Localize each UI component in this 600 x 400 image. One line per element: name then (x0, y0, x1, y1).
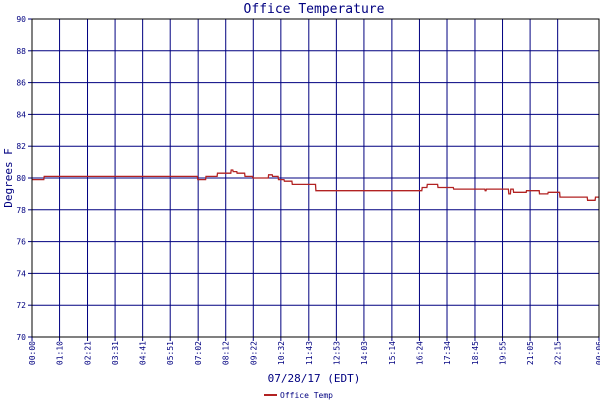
y-tick-label: 70 (16, 333, 26, 342)
x-tick-label: 21:05 (526, 341, 535, 365)
series-line (32, 169, 599, 201)
x-tick-label: 00:06 (595, 341, 600, 365)
y-tick-label: 80 (16, 174, 26, 183)
y-axis-ticks: 70 72 74 76 78 80 82 84 86 88 90 (16, 15, 32, 342)
x-tick-label: 22:15 (554, 341, 563, 365)
x-tick-label: 14:03 (360, 341, 369, 365)
plot-grid (31, 18, 600, 338)
x-tick-label: 18:45 (471, 341, 480, 365)
x-tick-label: 00:00 (28, 341, 37, 365)
y-tick-label: 74 (16, 269, 26, 278)
y-tick-label: 82 (16, 142, 26, 151)
x-tick-label: 09:22 (249, 341, 258, 365)
y-tick-label: 78 (16, 206, 26, 215)
y-tick-label: 72 (16, 301, 26, 310)
x-tick-label: 15:14 (388, 341, 397, 365)
x-axis-ticks: 00:00 01:10 02:21 03:31 04:41 05:51 07:02 08:12… (28, 337, 600, 365)
x-tick-label: 01:10 (56, 341, 65, 365)
y-axis-label: Degrees F (2, 148, 15, 208)
x-tick-label: 03:31 (111, 341, 120, 365)
y-tick-label: 88 (16, 47, 26, 56)
x-tick-label: 04:41 (139, 341, 148, 365)
x-tick-label: 11:43 (305, 341, 314, 365)
chart-title: Office Temperature (244, 2, 385, 17)
x-tick-label: 19:55 (499, 341, 508, 365)
x-tick-label: 08:12 (222, 341, 231, 365)
x-tick-label: 10:32 (277, 341, 286, 365)
legend-label: Office Temp (280, 391, 333, 400)
x-tick-label: 02:21 (84, 341, 93, 365)
x-axis-label: 07/28/17 (EDT) (268, 372, 361, 385)
legend: Office Temp (264, 391, 333, 400)
y-tick-label: 86 (16, 79, 26, 88)
x-tick-label: 12:53 (332, 341, 341, 365)
x-tick-label: 16:24 (415, 341, 424, 365)
series-layer (32, 169, 599, 201)
plot-area-border (31, 18, 600, 338)
y-tick-label: 76 (16, 238, 26, 247)
x-tick-label: 17:34 (443, 341, 452, 365)
y-tick-label: 84 (16, 110, 26, 119)
y-tick-label: 90 (16, 15, 26, 24)
x-tick-label: 07:02 (194, 341, 203, 365)
x-tick-label: 05:51 (166, 341, 175, 365)
